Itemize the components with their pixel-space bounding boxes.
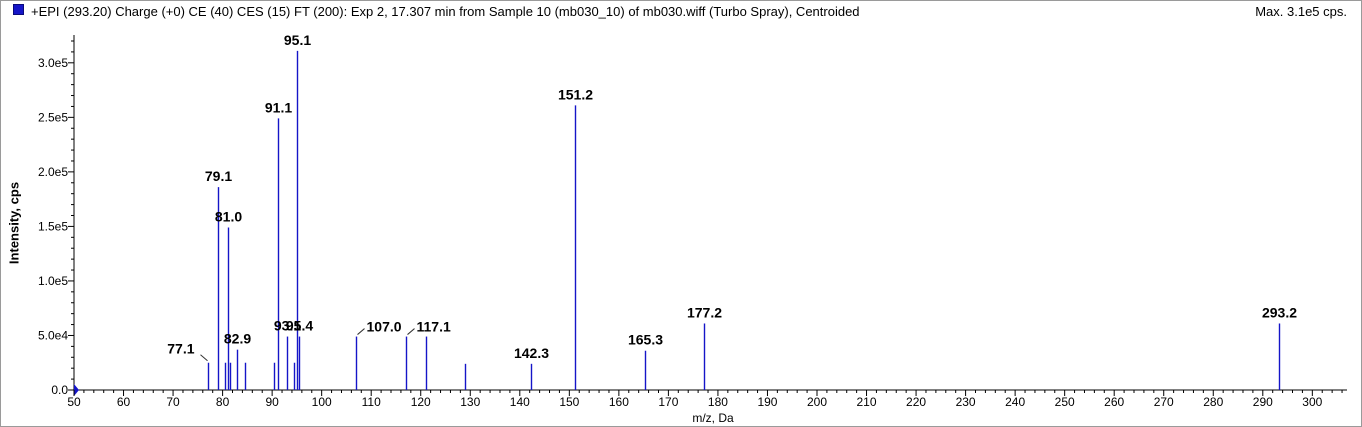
x-tick-label: 220: [906, 395, 926, 409]
peak-label: 91.1: [265, 99, 292, 115]
y-tick-label: 1.0e5: [38, 274, 68, 288]
peak-label: 77.1: [167, 341, 194, 357]
x-tick-label: 80: [216, 395, 230, 409]
peak-label: 95.4: [286, 318, 313, 334]
x-tick-label: 240: [1005, 395, 1025, 409]
peak-label-leader: [200, 354, 208, 362]
peak-label: 82.9: [224, 331, 251, 347]
y-tick-label: 2.0e5: [38, 165, 68, 179]
x-tick-label: 50: [67, 395, 81, 409]
peak-series: [207, 50, 1281, 390]
x-tick-label: 100: [312, 395, 332, 409]
x-tick-label: 290: [1253, 395, 1273, 409]
axis-origin-marker: [74, 384, 79, 396]
x-tick-label: 300: [1302, 395, 1322, 409]
x-tick-label: 90: [265, 395, 279, 409]
x-tick-label: 160: [609, 395, 629, 409]
x-tick-label: 170: [658, 395, 678, 409]
peak-label: 107.0: [367, 319, 402, 335]
y-tick-label: 5.0e4: [38, 328, 68, 342]
peak-label: 81.0: [215, 208, 242, 224]
peak-label: 165.3: [628, 332, 663, 348]
peak-label-leader: [357, 328, 365, 335]
x-tick-label: 60: [117, 395, 131, 409]
y-axis-label: Intensity, cps: [6, 181, 22, 265]
y-tick-label: 3.0e5: [38, 56, 68, 70]
peak-label: 151.2: [558, 86, 593, 102]
series-color-swatch[interactable]: [13, 4, 24, 15]
peak-label: 142.3: [514, 345, 549, 361]
x-axis-label: m/z, Da: [692, 411, 734, 425]
peak-label: 95.1: [284, 32, 311, 48]
peak-label: 117.1: [417, 319, 451, 335]
peak-label: 293.2: [1262, 304, 1297, 320]
x-axis-ticks: 50 60 70 80 90 100 110 120 130 140 150 160 170 180 190…: [67, 390, 1343, 409]
x-tick-label: 70: [166, 395, 180, 409]
x-tick-label: 210: [857, 395, 877, 409]
peak-labels: 77.1 79.1 81.0 82.9 91.1 93.1 95.1 95.4 107.0 117…: [167, 32, 1297, 362]
x-tick-label: 270: [1154, 395, 1174, 409]
axes: [73, 35, 1347, 396]
x-tick-label: 180: [708, 395, 728, 409]
x-tick-label: 140: [510, 395, 530, 409]
y-tick-label: 1.5e5: [38, 219, 68, 233]
x-tick-label: 150: [559, 395, 579, 409]
x-tick-label: 130: [460, 395, 480, 409]
spectrum-title: +EPI (293.20) Charge (+0) CE (40) CES (1…: [31, 4, 860, 19]
max-intensity-label: Max. 3.1e5 cps.: [1255, 4, 1347, 19]
x-tick-label: 110: [362, 395, 381, 409]
spectrum-header: +EPI (293.20) Charge (+0) CE (40) CES (1…: [1, 1, 1361, 23]
peak-label: 79.1: [205, 168, 232, 184]
x-tick-label: 230: [956, 395, 976, 409]
peak-label: 93.1: [274, 318, 301, 334]
x-tick-label: 200: [807, 395, 827, 409]
x-tick-label: 250: [1055, 395, 1075, 409]
peak-label: 177.2: [687, 304, 722, 320]
y-tick-label: 2.5e5: [38, 110, 68, 124]
x-tick-label: 190: [757, 395, 777, 409]
peak-label-leader: [407, 328, 415, 335]
y-tick-label: 0.0: [51, 383, 68, 397]
x-tick-label: 120: [411, 395, 431, 409]
x-tick-label: 260: [1104, 395, 1124, 409]
x-tick-label: 280: [1203, 395, 1223, 409]
y-axis-ticks: 0.0 5.0e4 1.0e5 1.5e5 2.0e5 2.5e5 3.0e5: [38, 40, 74, 397]
